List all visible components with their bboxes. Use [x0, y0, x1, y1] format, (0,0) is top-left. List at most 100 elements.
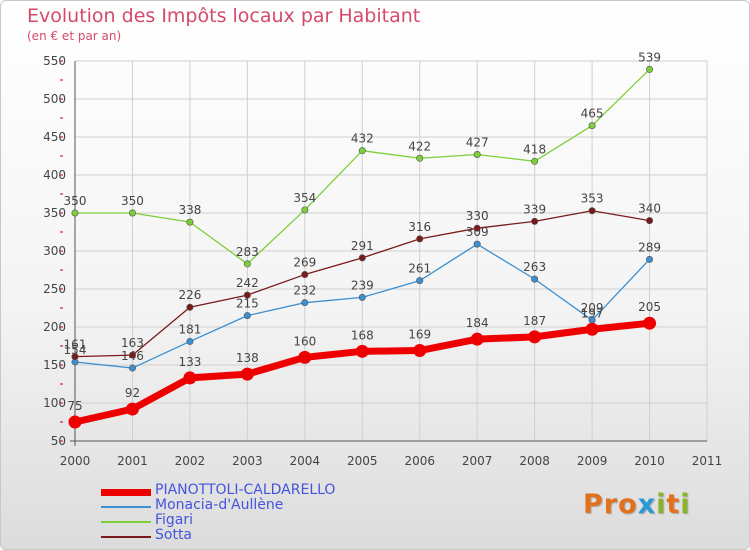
- y-tick-label: 400: [43, 168, 66, 182]
- legend-label: PIANOTTOLI-CALDARELLO: [155, 482, 336, 498]
- data-label-figari: 283: [236, 245, 259, 259]
- x-tick-label: 2000: [60, 454, 91, 468]
- y-tick-label: 50: [51, 434, 66, 448]
- data-point-sotta: [646, 217, 654, 225]
- data-label-sotta: 339: [523, 202, 546, 216]
- data-point-monacia-d-aull-ne: [531, 275, 539, 283]
- data-label-figari: 338: [178, 203, 201, 217]
- legend-item: PIANOTTOLI-CALDARELLO: [101, 482, 361, 499]
- data-label-figari: 465: [581, 107, 604, 121]
- data-point-figari: [128, 209, 136, 217]
- legend-swatch: [101, 536, 151, 538]
- data-point-pianottoli-caldarello: [585, 322, 599, 336]
- data-label-figari: 418: [523, 142, 546, 156]
- data-point-figari: [646, 65, 654, 73]
- data-point-pianottoli-caldarello: [470, 332, 484, 346]
- data-label-pianottoli-caldarello: 197: [581, 306, 604, 320]
- data-point-sotta: [473, 224, 481, 232]
- data-label-pianottoli-caldarello: 184: [466, 316, 489, 330]
- y-tick-label: 150: [43, 358, 66, 372]
- data-label-sotta: 163: [121, 336, 144, 350]
- data-point-monacia-d-aull-ne: [243, 312, 251, 320]
- legend-swatch: [101, 489, 151, 496]
- data-point-monacia-d-aull-ne: [416, 277, 424, 285]
- data-label-pianottoli-caldarello: 205: [638, 300, 661, 314]
- y-tick-label: 500: [43, 92, 66, 106]
- legend-item: Monacia-d'Aullène: [101, 497, 361, 514]
- legend-swatch: [101, 506, 151, 508]
- data-point-pianottoli-caldarello: [183, 371, 197, 385]
- data-label-figari: 350: [64, 194, 87, 208]
- legend-label: Figari: [155, 512, 194, 528]
- data-label-monacia-d-aull-ne: 181: [178, 322, 201, 336]
- legend-swatch: [101, 521, 151, 523]
- data-point-monacia-d-aull-ne: [301, 299, 309, 307]
- y-tick-label: 300: [43, 244, 66, 258]
- data-label-figari: 350: [121, 194, 144, 208]
- legend-item: Sotta: [101, 527, 361, 544]
- data-point-pianottoli-caldarello: [125, 402, 139, 416]
- data-point-figari: [416, 154, 424, 162]
- data-point-sotta: [416, 235, 424, 243]
- x-tick-label: 2009: [577, 454, 608, 468]
- y-tick-label: 250: [43, 282, 66, 296]
- data-point-pianottoli-caldarello: [643, 316, 657, 330]
- data-label-sotta: 242: [236, 276, 259, 290]
- legend-item: Figari: [101, 512, 361, 529]
- data-label-monacia-d-aull-ne: 263: [523, 260, 546, 274]
- proxiti-logo: Proxiti: [583, 489, 691, 520]
- data-point-figari: [531, 157, 539, 165]
- data-label-figari: 432: [351, 132, 374, 146]
- y-tick-label: 350: [43, 206, 66, 220]
- data-label-pianottoli-caldarello: 168: [351, 328, 374, 342]
- x-tick-label: 2006: [404, 454, 435, 468]
- data-point-pianottoli-caldarello: [528, 330, 542, 344]
- x-tick-label: 2011: [692, 454, 723, 468]
- data-label-pianottoli-caldarello: 187: [523, 314, 546, 328]
- data-point-monacia-d-aull-ne: [186, 337, 194, 345]
- data-label-sotta: 316: [408, 220, 431, 234]
- data-label-monacia-d-aull-ne: 261: [408, 262, 431, 276]
- data-point-sotta: [588, 207, 596, 215]
- data-label-pianottoli-caldarello: 138: [236, 351, 259, 365]
- data-label-figari: 427: [466, 135, 489, 149]
- data-label-monacia-d-aull-ne: 239: [351, 278, 374, 292]
- data-label-pianottoli-caldarello: 133: [178, 355, 201, 369]
- data-point-monacia-d-aull-ne: [473, 240, 481, 248]
- logo-letter: i: [680, 489, 691, 520]
- data-label-monacia-d-aull-ne: 154: [64, 343, 87, 357]
- data-label-pianottoli-caldarello: 92: [125, 386, 140, 400]
- data-point-sotta: [186, 303, 194, 311]
- data-point-figari: [358, 147, 366, 155]
- data-label-sotta: 291: [351, 239, 374, 253]
- data-label-monacia-d-aull-ne: 232: [293, 284, 316, 298]
- data-label-pianottoli-caldarello: 75: [67, 399, 82, 413]
- logo-letter: x: [637, 489, 657, 520]
- data-point-sotta: [301, 271, 309, 279]
- legend-label: Sotta: [155, 527, 193, 543]
- data-label-monacia-d-aull-ne: 215: [236, 297, 259, 311]
- y-tick-label: 550: [43, 54, 66, 68]
- data-point-figari: [473, 150, 481, 158]
- x-tick-label: 2010: [634, 454, 665, 468]
- data-point-pianottoli-caldarello: [355, 344, 369, 358]
- data-point-figari: [71, 209, 79, 217]
- data-point-figari: [301, 206, 309, 214]
- data-point-monacia-d-aull-ne: [358, 293, 366, 301]
- data-point-sotta: [358, 254, 366, 262]
- x-tick-label: 2001: [117, 454, 148, 468]
- y-tick-label: 100: [43, 396, 66, 410]
- logo-letter: P: [583, 489, 604, 520]
- x-tick-label: 2003: [232, 454, 263, 468]
- x-tick-label: 2004: [290, 454, 321, 468]
- data-point-monacia-d-aull-ne: [128, 364, 136, 372]
- logo-letter: r: [603, 489, 619, 520]
- data-point-pianottoli-caldarello: [413, 344, 427, 358]
- y-tick-label: 450: [43, 130, 66, 144]
- data-label-sotta: 340: [638, 202, 661, 216]
- data-label-sotta: 330: [466, 209, 489, 223]
- data-label-sotta: 161: [64, 338, 87, 352]
- data-label-figari: 354: [293, 191, 316, 205]
- x-tick-label: 2002: [175, 454, 206, 468]
